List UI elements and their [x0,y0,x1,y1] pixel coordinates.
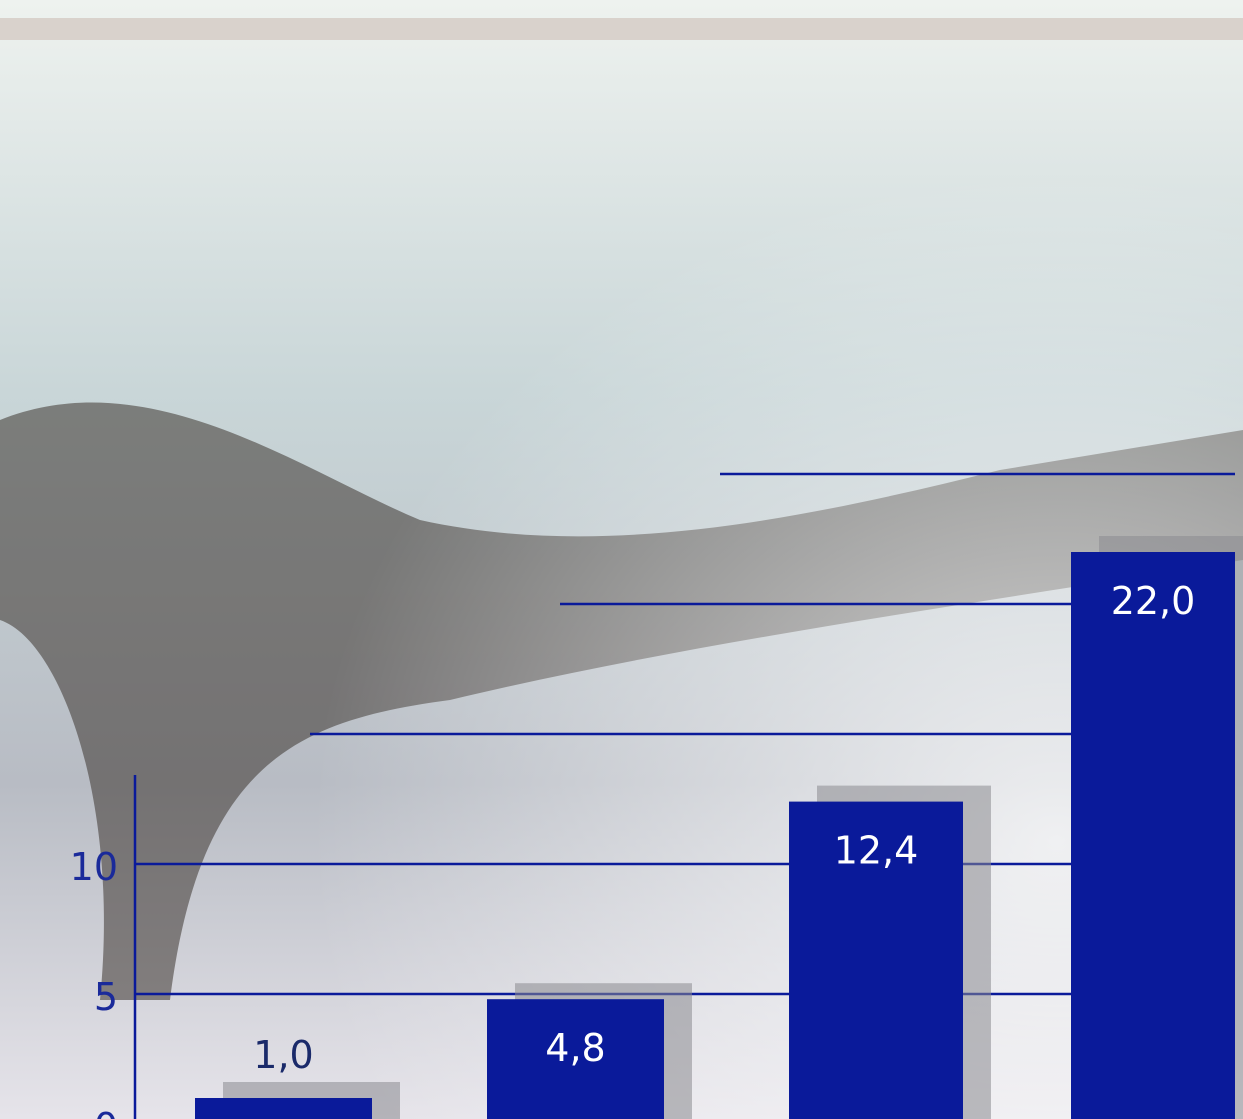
bars: 1,0 4,8 12,4 22,0 [195,536,1243,1119]
y-tick-label: 0 [94,1105,118,1119]
y-tick-label: 5 [94,975,118,1019]
value-label: 1,0 [253,1033,313,1077]
bar [195,1098,372,1119]
y-tick-label: 10 [70,845,118,889]
bar [1071,552,1235,1119]
value-label: 22,0 [1111,579,1196,623]
bar [487,999,664,1119]
value-label: 4,8 [545,1026,605,1070]
bar [789,801,963,1119]
value-label: 12,4 [834,829,919,873]
